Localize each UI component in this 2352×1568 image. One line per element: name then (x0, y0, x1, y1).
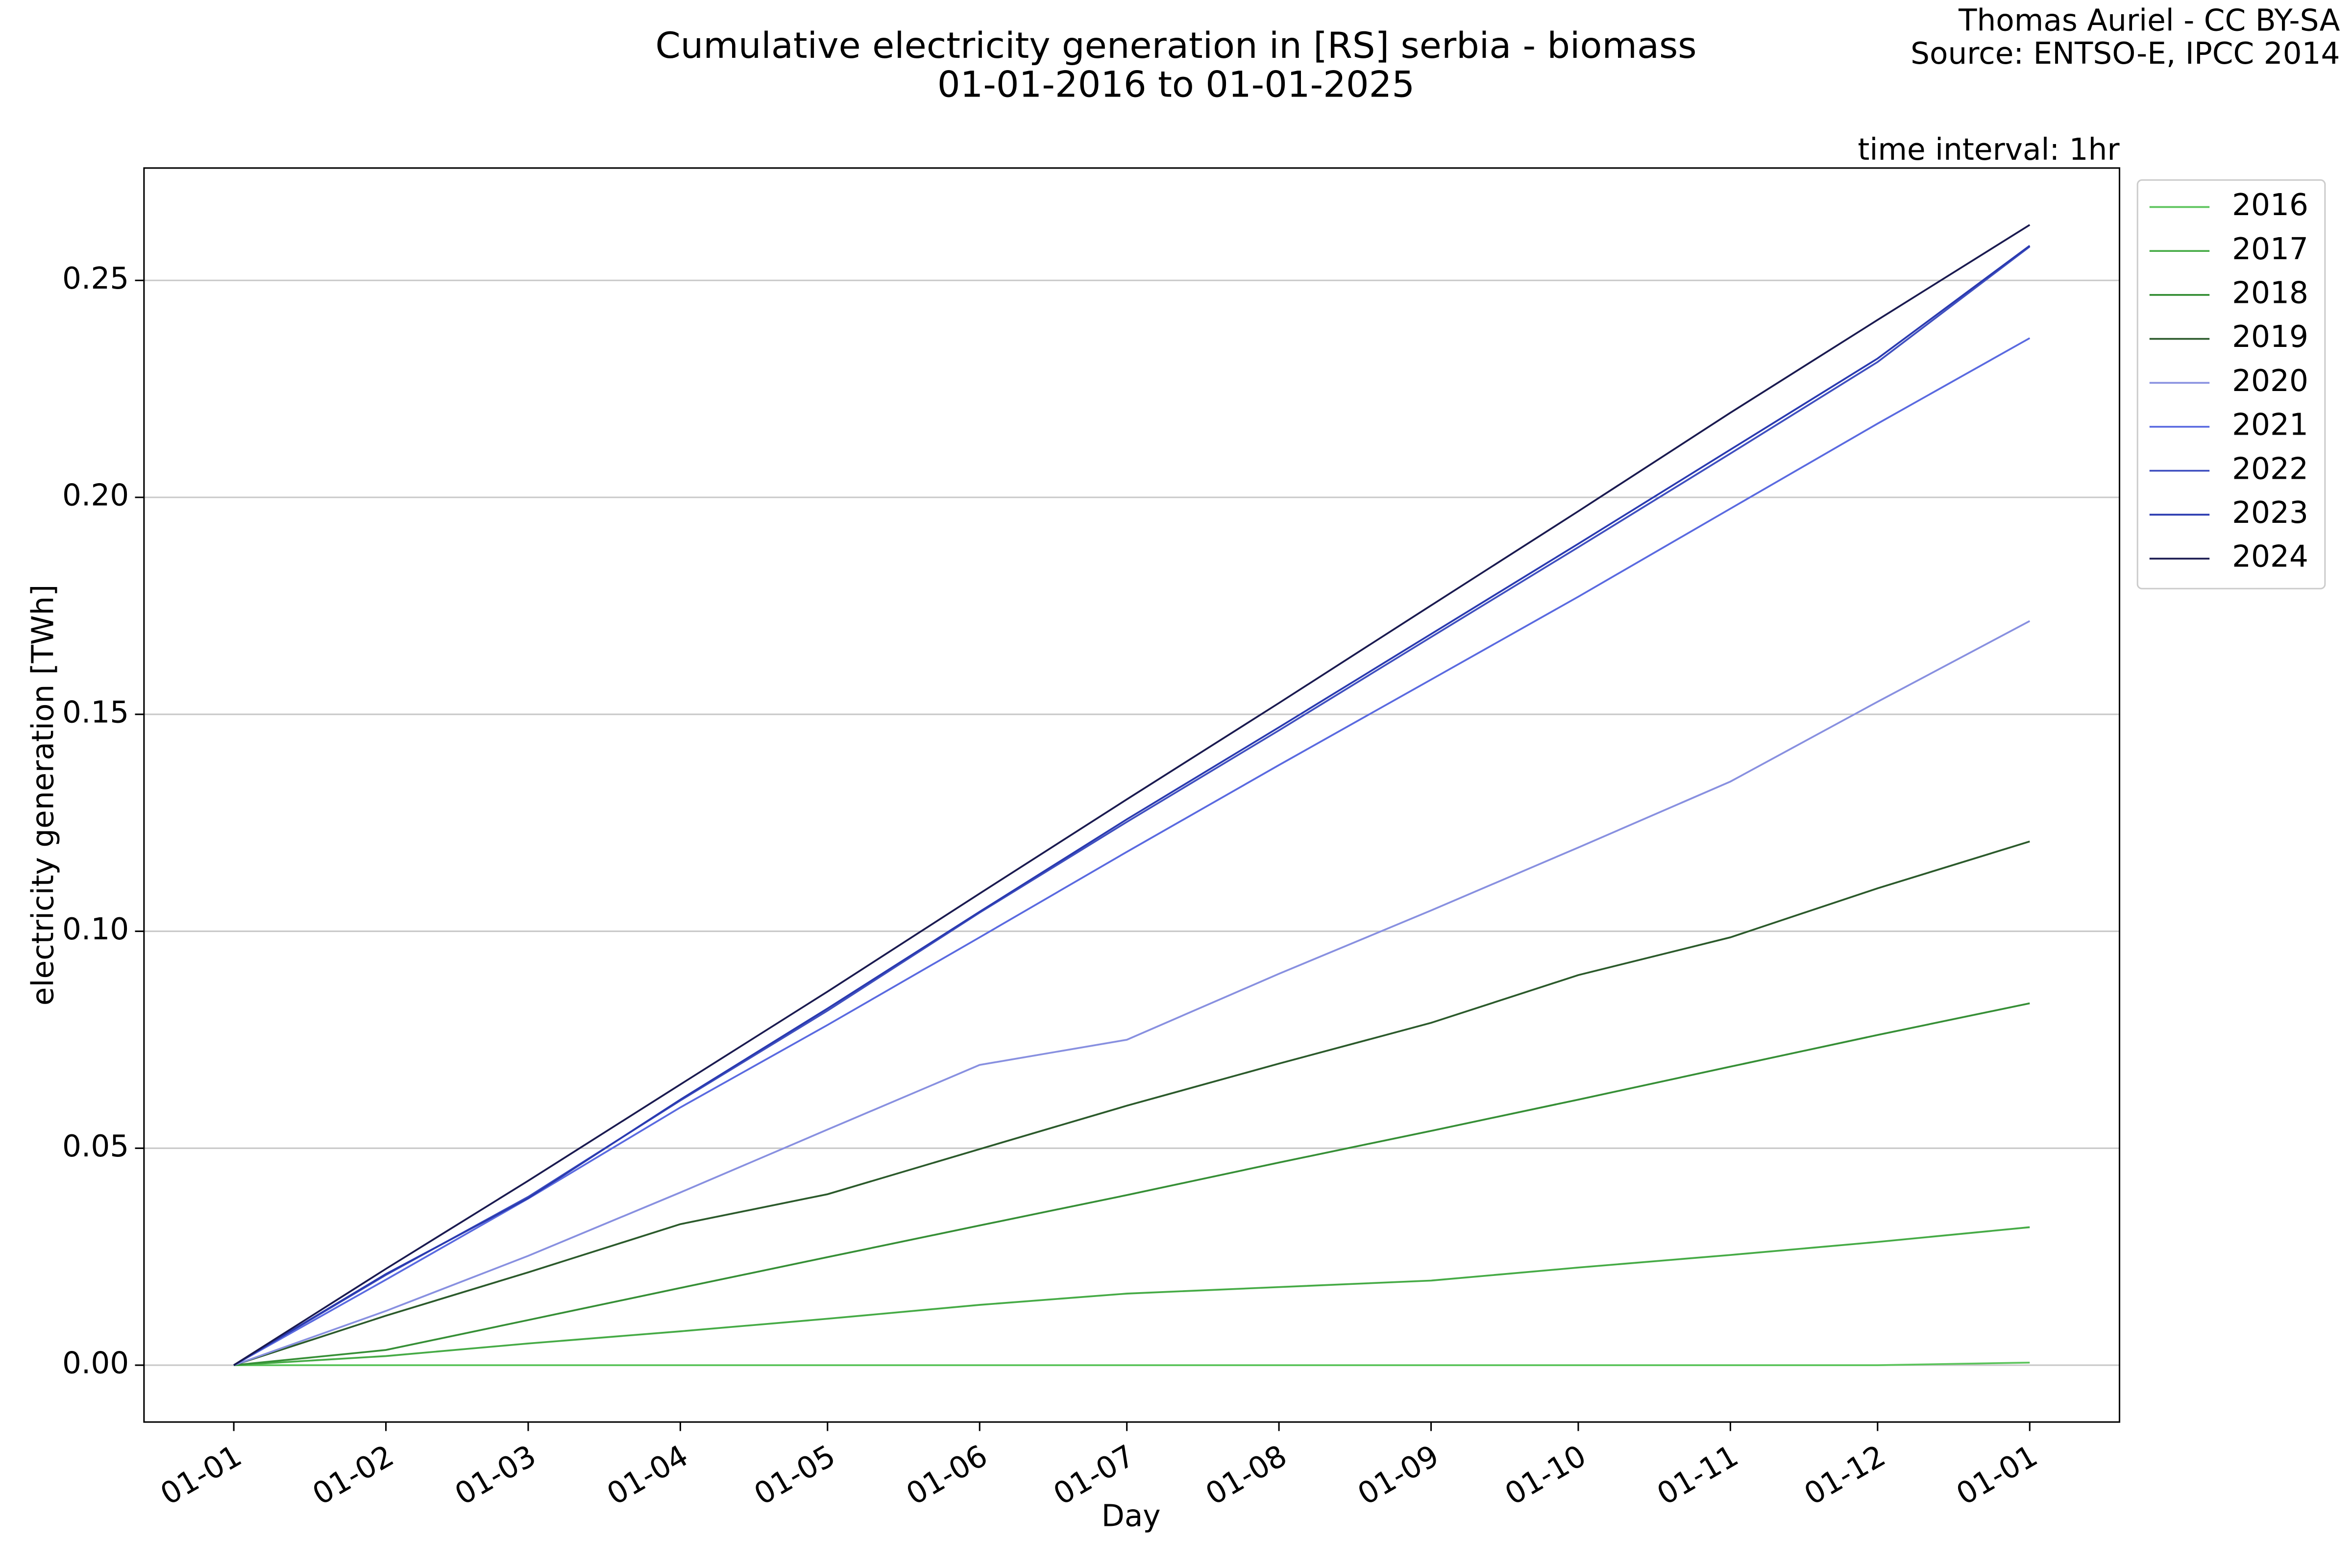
legend-label: 2023 (2232, 495, 2308, 530)
x-axis-label: Day (1102, 1499, 1161, 1534)
legend-label: 2018 (2232, 275, 2308, 310)
legend-label: 2021 (2232, 408, 2308, 442)
series-line (234, 1226, 2030, 1366)
y-tick-label: 0.25 (62, 261, 129, 296)
plot-frame (143, 167, 2121, 1423)
y-tick-label: 0.10 (62, 912, 129, 947)
chart-subtitle: 01-01-2016 to 01-01-2025 (937, 64, 1415, 106)
y-tick-label: 0.20 (62, 478, 129, 513)
series-line (234, 1361, 2030, 1366)
legend-label: 2016 (2232, 188, 2308, 222)
credit: Thomas Auriel - CC BY-SA (1958, 3, 2340, 38)
y-tick-label: 0.05 (62, 1129, 129, 1164)
legend-label: 2017 (2232, 232, 2308, 267)
series-line (233, 224, 2031, 1366)
legend-frame (2136, 179, 2326, 589)
series-line (233, 1002, 2030, 1366)
legend-label: 2022 (2232, 451, 2308, 486)
legend: 2016 2017 2018 2019 2020 2021 2022 2023 2024 (2136, 179, 2326, 589)
series-line (233, 840, 2030, 1366)
legend-label: 2019 (2232, 319, 2308, 354)
y-tick-label: 0.15 (62, 695, 129, 730)
y-tick-label: 0.00 (62, 1346, 129, 1381)
annotation: time interval: 1hr (1858, 132, 2120, 167)
y-axis-label: electricity generation [TWh] (25, 585, 60, 1005)
legend-label: 2020 (2232, 364, 2308, 398)
legend-label: 2024 (2232, 539, 2308, 574)
series-line (233, 245, 2031, 1366)
series-line (233, 620, 2031, 1366)
chart-title: Cumulative electricity generation in [RS… (655, 25, 1696, 67)
series-line (233, 245, 2031, 1366)
credit: Source: ENTSO-E, IPCC 2014 (1911, 36, 2340, 71)
